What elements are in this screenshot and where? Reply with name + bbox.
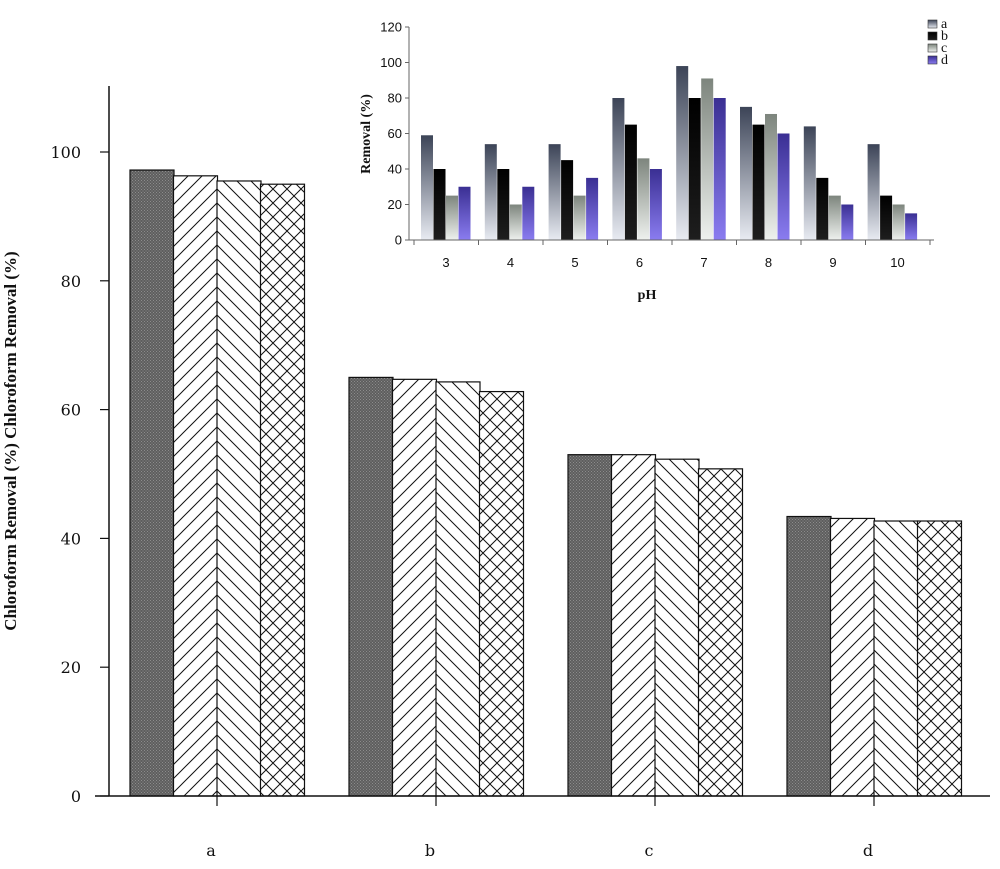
main-bar-a-3: [216, 180, 262, 797]
inset-x-tick-label: 9: [829, 255, 836, 270]
main-bar-c-1: [567, 454, 613, 797]
main-x-tick-label: a: [206, 841, 216, 860]
inset-bar-pH7-a: [676, 66, 689, 240]
inset-x-tick-label: 7: [700, 255, 707, 270]
inset-bar-pH5-d: [586, 177, 599, 240]
inset-bar-pH6-a: [612, 98, 625, 240]
main-bar-b-2: [391, 378, 438, 797]
inset-bar-pH10-b: [880, 195, 893, 240]
main-bar-d-2: [829, 517, 876, 797]
inset-legend-label-a: a: [941, 17, 948, 32]
inset-bars: [421, 66, 918, 240]
main-bar-b-1: [348, 376, 394, 797]
inset-bar-pH8-b: [752, 124, 765, 240]
inset-legend-swatch-a: [927, 19, 938, 29]
inset-y-tick-label: 40: [388, 162, 402, 177]
inset-x-axis-label: pH: [638, 288, 657, 303]
main-bar-a-2: [172, 175, 219, 797]
inset-y-tick-label: 0: [395, 233, 402, 248]
main-x-ticks: a b c d: [206, 796, 875, 860]
inset-bar-pH3-c: [446, 195, 458, 240]
inset-bar-pH4-d: [522, 186, 535, 240]
main-x-tick-label: b: [425, 841, 435, 860]
main-y-ticks: 0 20 40 60 80 100: [50, 143, 109, 806]
main-y-tick-label: 20: [61, 658, 81, 677]
main-bar-d-3: [873, 520, 919, 797]
inset-bar-pH7-c: [701, 78, 714, 240]
inset-legend-swatch-b: [927, 31, 938, 41]
inset-x-tick-label: 5: [571, 255, 578, 270]
main-bars: [129, 169, 963, 797]
inset-bar-pH10-d: [905, 213, 918, 240]
inset-y-tick-label: 60: [388, 126, 402, 141]
main-y-tick-label: 60: [61, 401, 81, 420]
inset-legend-label-c: c: [941, 41, 947, 56]
inset-bar-pH7-d: [713, 98, 726, 240]
inset-y-tick-label: 100: [380, 55, 402, 70]
main-bar-d-4: [916, 520, 963, 797]
main-bar-b-3: [435, 381, 481, 797]
main-y-tick-label: 100: [50, 143, 81, 162]
inset-bar-pH3-b: [433, 169, 446, 240]
main-bar-c-3: [654, 458, 700, 797]
inset-x-ticks: 3 4 5 6 7 8 9 10: [413, 240, 931, 270]
inset-chart: 0 20 40 60 80 100 120 3 4 5 6 7 8 9 10 Removal (%) pH…: [359, 17, 948, 303]
inset-bar-pH6-b: [624, 124, 637, 240]
main-y-tick-label: 40: [61, 529, 81, 548]
inset-bar-pH9-c: [828, 195, 841, 240]
inset-bar-pH7-b: [688, 98, 701, 240]
inset-bar-pH5-a: [548, 144, 561, 240]
inset-x-tick-label: 6: [636, 255, 643, 270]
inset-x-tick-label: 8: [765, 255, 772, 270]
inset-legend-swatch-d: [927, 55, 938, 65]
inset-y-axis-label: Removal (%): [359, 94, 374, 174]
inset-bar-pH8-d: [777, 133, 790, 240]
inset-legend-label-b: b: [941, 29, 948, 44]
inset-bar-pH8-a: [740, 106, 752, 240]
inset-bar-pH10-a: [867, 144, 880, 240]
inset-bar-pH3-a: [421, 135, 433, 240]
inset-bar-pH9-d: [841, 204, 854, 240]
inset-bar-pH5-c: [573, 195, 586, 240]
inset-bar-pH5-b: [561, 160, 574, 240]
main-bar-b-4: [478, 390, 525, 797]
inset-bar-pH6-d: [649, 169, 662, 240]
inset-bar-pH8-c: [765, 113, 777, 240]
inset-bar-pH3-d: [458, 186, 471, 240]
inset-x-tick-label: 10: [890, 255, 904, 270]
inset-y-tick-label: 20: [388, 197, 402, 212]
inset-legend-label-d: d: [941, 53, 948, 68]
main-x-tick-label: d: [863, 841, 873, 860]
inset-legend-swatch-c: [927, 43, 938, 53]
inset-bar-pH10-c: [892, 204, 905, 240]
inset-bar-pH9-b: [816, 177, 829, 240]
main-bar-c-2: [610, 454, 657, 797]
inset-bar-pH4-b: [497, 169, 510, 240]
main-bar-c-4: [697, 468, 744, 797]
main-x-tick-label: c: [645, 841, 654, 860]
inset-bar-pH6-c: [637, 158, 650, 240]
inset-y-tick-label: 80: [388, 91, 402, 106]
inset-x-tick-label: 3: [442, 255, 449, 270]
inset-bar-pH9-a: [803, 126, 816, 240]
inset-y-ticks: 0 20 40 60 80 100 120: [380, 20, 409, 248]
main-y-axis-label: Chloroform Removal (%) Chloroform Remova…: [1, 251, 20, 630]
main-y-tick-label: 80: [61, 272, 81, 291]
main-bar-a-1: [129, 169, 175, 797]
main-bar-d-1: [786, 515, 832, 797]
main-y-tick-label: 0: [71, 787, 81, 806]
inset-x-tick-label: 4: [507, 255, 514, 270]
main-bar-a-4: [259, 183, 306, 797]
inset-y-tick-label: 120: [380, 20, 402, 35]
inset-bar-pH4-c: [509, 204, 522, 240]
inset-bar-pH4-a: [484, 144, 497, 240]
